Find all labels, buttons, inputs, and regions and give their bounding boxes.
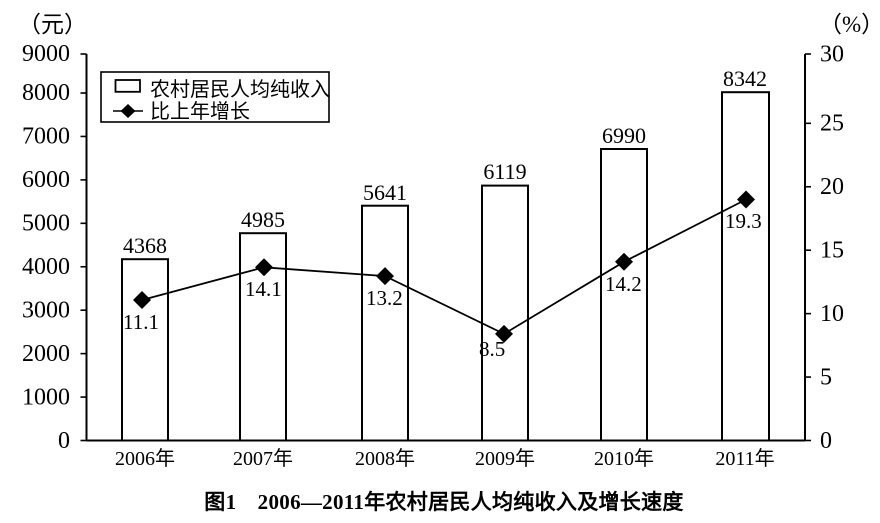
svg-text:3000: 3000	[22, 298, 70, 324]
svg-text:5641: 5641	[363, 180, 407, 205]
svg-text:8000: 8000	[22, 80, 70, 106]
svg-text:2006年: 2006年	[115, 447, 175, 470]
svg-text:2011年: 2011年	[715, 447, 774, 470]
svg-text:9000: 9000	[22, 41, 70, 67]
svg-text:15: 15	[820, 238, 844, 264]
svg-text:比上年增长: 比上年增长	[150, 100, 250, 123]
svg-text:2009年: 2009年	[475, 447, 535, 470]
svg-text:20: 20	[820, 174, 844, 200]
svg-text:6990: 6990	[602, 123, 646, 148]
svg-text:6119: 6119	[483, 159, 526, 184]
svg-text:19.3: 19.3	[725, 209, 762, 233]
svg-text:2008年: 2008年	[355, 447, 415, 470]
svg-text:8342: 8342	[723, 66, 767, 91]
svg-text:2000: 2000	[22, 341, 70, 367]
svg-text:1000: 1000	[22, 385, 70, 411]
svg-text:8.5: 8.5	[479, 337, 505, 361]
svg-text:（元）: （元）	[18, 12, 87, 37]
svg-text:14.2: 14.2	[605, 272, 642, 296]
svg-text:30: 30	[820, 42, 844, 68]
svg-text:13.2: 13.2	[366, 286, 403, 310]
svg-text:2010年: 2010年	[594, 447, 654, 470]
svg-text:2007年: 2007年	[233, 447, 293, 470]
svg-text:0: 0	[820, 428, 832, 454]
svg-text:7000: 7000	[22, 124, 70, 150]
svg-text:10: 10	[820, 301, 844, 327]
svg-text:5: 5	[820, 365, 832, 391]
svg-text:（%）: （%）	[819, 12, 880, 37]
svg-text:25: 25	[820, 111, 844, 137]
svg-text:0: 0	[58, 428, 70, 454]
svg-text:6000: 6000	[22, 167, 70, 193]
svg-text:4368: 4368	[123, 233, 167, 258]
svg-text:5000: 5000	[22, 211, 70, 237]
svg-text:4985: 4985	[241, 207, 285, 232]
svg-text:14.1: 14.1	[245, 277, 282, 301]
svg-text:农村居民人均纯收入: 农村居民人均纯收入	[150, 78, 330, 101]
svg-text:11.1: 11.1	[123, 310, 159, 334]
svg-text:图1 2006—2011年农村居民人均纯收入及增长速度: 图1 2006—2011年农村居民人均纯收入及增长速度	[204, 490, 683, 514]
svg-text:4000: 4000	[22, 254, 70, 280]
